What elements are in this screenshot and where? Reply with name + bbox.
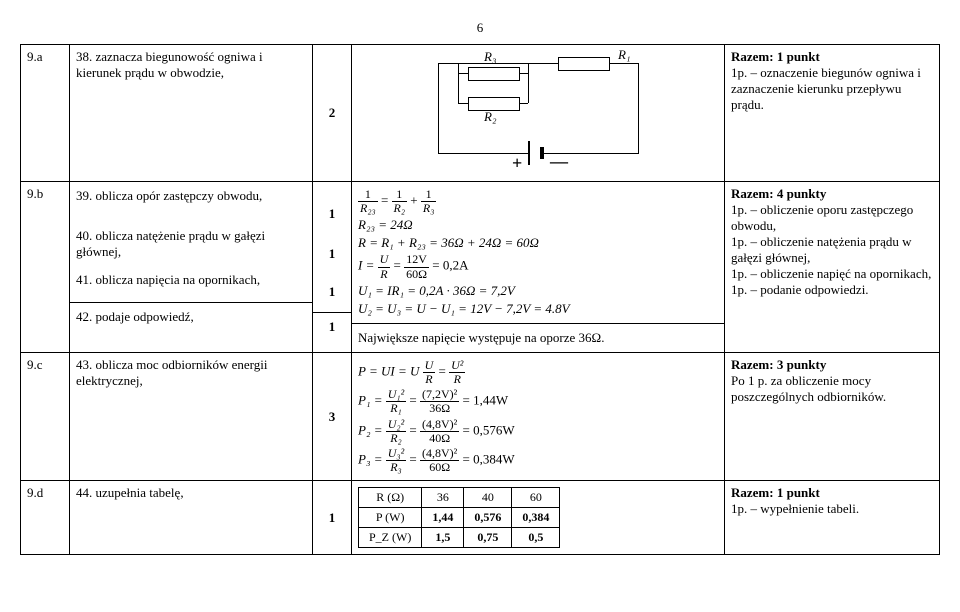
row-p-label: P (W): [359, 508, 422, 528]
calc-cell: P = UI = U UR = U²R P₁ = U₁²R₁ = (7,2V)²…: [352, 352, 725, 481]
page-number: 6: [20, 20, 940, 36]
row-9d: 9.d 44. uzupełnia tabelę, 1 R (Ω) 36 40 …: [21, 481, 940, 555]
task-num: 40.: [76, 228, 92, 243]
label-r1: R₁: [618, 47, 630, 63]
eq-rtotal: R = R₁ + R₂₃ = 36Ω + 24Ω = 60Ω: [358, 235, 718, 251]
score-cell: Razem: 1 punkt 1p. – wypełnienie tabeli.: [725, 481, 940, 555]
cell: 0,384: [512, 508, 560, 528]
row-pz-label: P_Z (W): [359, 528, 422, 548]
score-line: 1p. – obliczenie oporu zastępczego obwod…: [731, 202, 933, 234]
score-title: Razem: 3 punkty: [731, 357, 933, 373]
eq-parallel: 1R₂₃ = 1R₂ + 1R₃: [358, 188, 718, 215]
th-r: R (Ω): [359, 488, 422, 508]
cell: 1,5: [422, 528, 464, 548]
row-9c: 9.c 43. oblicza moc odbiorników energii …: [21, 352, 940, 481]
resistor-r3: [468, 67, 520, 81]
points: 2: [313, 45, 352, 182]
score-line: 1p. – obliczenie natężenia prądu w gałęz…: [731, 234, 933, 266]
th-40: 40: [464, 488, 512, 508]
score-title: Razem: 1 punkt: [731, 485, 933, 501]
score-cell: Razem: 4 punkty 1p. – obliczenie oporu z…: [725, 182, 940, 353]
plus-sign: +: [512, 153, 522, 174]
task-num: 39.: [76, 188, 92, 203]
eq-p3: P₃ = U₃²R₃ = (4,8V)²60Ω = 0,384W: [358, 447, 718, 474]
task-text: podaje odpowiedź,: [96, 309, 194, 324]
task-text: oblicza natężenie prądu w gałęzi głównej…: [76, 228, 265, 259]
th-60: 60: [512, 488, 560, 508]
minus-sign: —: [550, 151, 568, 172]
task-num: 44.: [76, 485, 92, 500]
row-id: 9.c: [21, 352, 70, 481]
eq-p2: P₂ = U₂²R₂ = (4,8V)²40Ω = 0,576W: [358, 418, 718, 445]
cell: 0,576: [464, 508, 512, 528]
points: 1: [313, 481, 352, 555]
calc-cell: R₃ R₂ R₁ + —: [352, 45, 725, 182]
label-r3: R₃: [484, 49, 496, 65]
task-text: oblicza napięcia na opornikach,: [96, 272, 261, 287]
row-9a: 9.a 38. zaznacza biegunowość ogniwa i ki…: [21, 45, 940, 182]
pts: 1: [313, 313, 351, 342]
pts: 1: [313, 192, 351, 236]
cell: 1,44: [422, 508, 464, 528]
score-line: 1p. – obliczenie napięć na opornikach,: [731, 266, 933, 282]
circuit-diagram: R₃ R₂ R₁ + —: [428, 53, 648, 173]
resistor-r1: [558, 57, 610, 71]
eq-u1: U₁ = IR₁ = 0,2A · 36Ω = 7,2V: [358, 283, 718, 299]
answer-text: Największe napięcie występuje na oporze …: [352, 323, 724, 352]
pts: 1: [313, 272, 351, 313]
score-title: Razem: 4 punkty: [731, 186, 933, 202]
score-line: 1p. – oznaczenie biegunów ogniwa i zazna…: [731, 65, 933, 113]
task-text: uzupełnia tabelę,: [96, 485, 184, 500]
task-num: 43.: [76, 357, 92, 372]
eq-power-general: P = UI = U UR = U²R: [358, 359, 718, 386]
row-id: 9.d: [21, 481, 70, 555]
cell: 0,75: [464, 528, 512, 548]
task-cell: 44. uzupełnia tabelę,: [70, 481, 313, 555]
score-cell: Razem: 1 punkt 1p. – oznaczenie biegunów…: [725, 45, 940, 182]
cell: 0,5: [512, 528, 560, 548]
points-cell: 1 1 1 1: [313, 182, 352, 353]
results-table: R (Ω) 36 40 60 P (W) 1,44 0,576 0,384 P_…: [358, 487, 560, 548]
pts: 1: [313, 236, 351, 272]
calc-cell: R (Ω) 36 40 60 P (W) 1,44 0,576 0,384 P_…: [352, 481, 725, 555]
row-id: 9.a: [21, 45, 70, 182]
score-line: Po 1 p. za obliczenie mocy poszczególnyc…: [731, 373, 933, 405]
eq-r23: R₂₃ = 24Ω: [358, 217, 718, 233]
task-cell: 43. oblicza moc odbiorników energii elek…: [70, 352, 313, 481]
th-36: 36: [422, 488, 464, 508]
task-text: oblicza moc odbiorników energii elektryc…: [76, 357, 267, 388]
battery-plus-plate: [528, 141, 530, 165]
task-num: 42.: [76, 309, 92, 324]
task-cell: 38. zaznacza biegunowość ogniwa i kierun…: [70, 45, 313, 182]
calc-cell: 1R₂₃ = 1R₂ + 1R₃ R₂₃ = 24Ω R = R₁ + R₂₃ …: [352, 182, 725, 353]
score-cell: Razem: 3 punkty Po 1 p. za obliczenie mo…: [725, 352, 940, 481]
score-line: 1p. – podanie odpowiedzi.: [731, 282, 933, 298]
row-9b: 9.b 39. oblicza opór zastępczy obwodu, 4…: [21, 182, 940, 353]
task-text: oblicza opór zastępczy obwodu,: [96, 188, 263, 203]
row-id: 9.b: [21, 182, 70, 353]
task-num: 41.: [76, 272, 92, 287]
grading-table: 9.a 38. zaznacza biegunowość ogniwa i ki…: [20, 44, 940, 555]
score-title: Razem: 1 punkt: [731, 49, 933, 65]
label-r2: R₂: [484, 109, 496, 125]
eq-u23: U₂ = U₃ = U − U₁ = 12V − 7,2V = 4.8V: [358, 301, 718, 317]
eq-current: I = UR = 12V60Ω = 0,2A: [358, 253, 718, 280]
points: 3: [313, 352, 352, 481]
eq-p1: P₁ = U₁²R₁ = (7,2V)²36Ω = 1,44W: [358, 388, 718, 415]
score-line: 1p. – wypełnienie tabeli.: [731, 501, 933, 517]
task-num: 38.: [76, 49, 92, 64]
task-text: zaznacza biegunowość ogniwa i kierunek p…: [76, 49, 263, 80]
task-cell: 39. oblicza opór zastępczy obwodu, 40. o…: [70, 182, 313, 353]
